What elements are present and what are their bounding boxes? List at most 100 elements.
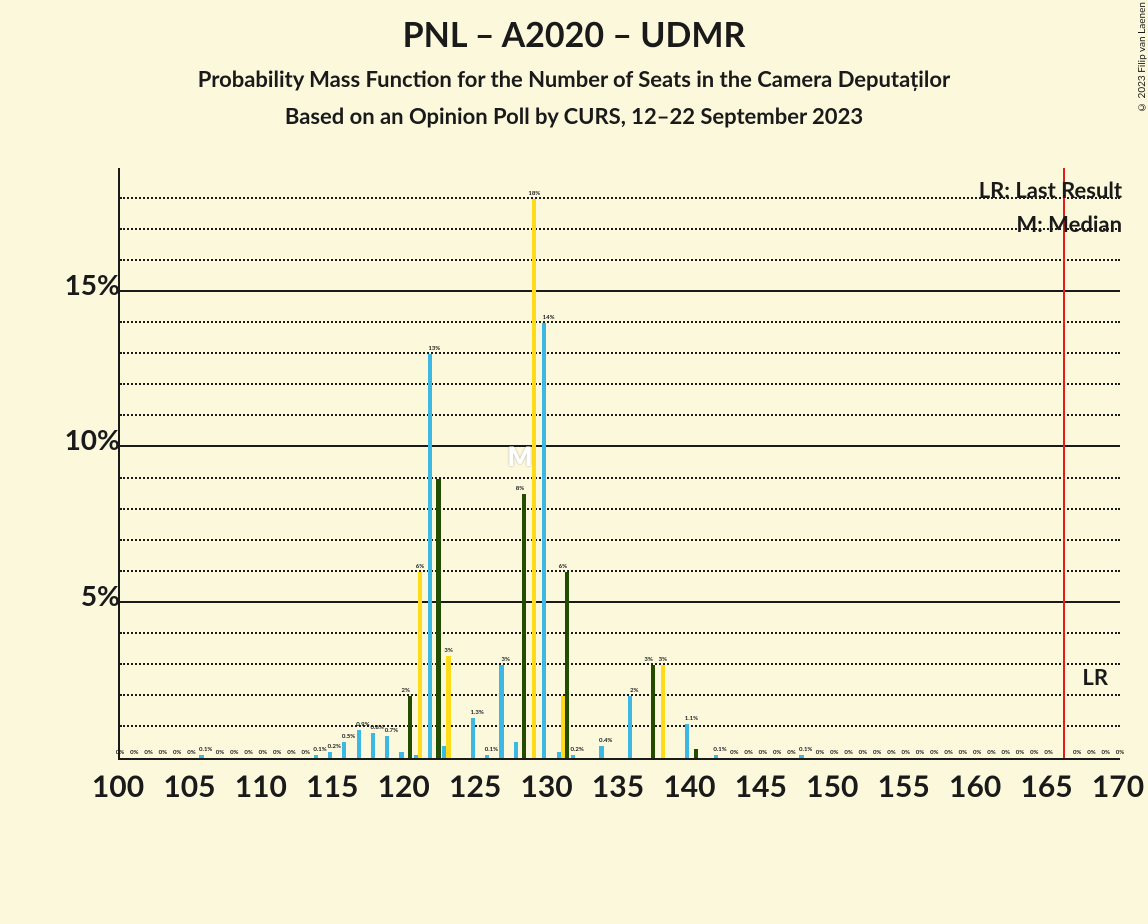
bar-value-label: 0.7% [385, 727, 398, 734]
chart-area: LR0%0%0%0%0%0%0.1%0%0%0%0%0%0%0%0.1%0.2%… [118, 168, 1132, 808]
bar-value-label: 0% [759, 749, 767, 756]
gridline-minor [120, 694, 1120, 696]
x-axis-label: 115 [306, 768, 358, 804]
bar-series-A [385, 736, 389, 758]
bar-series-B [418, 572, 422, 758]
x-axis-label: 140 [663, 768, 715, 804]
bar-value-label: 6% [559, 563, 567, 570]
x-axis-label: 130 [520, 768, 572, 804]
bar-value-label: 0% [944, 749, 952, 756]
x-axis-label: 110 [235, 768, 287, 804]
lr-line [1063, 168, 1065, 758]
bar-value-label: 3% [644, 656, 652, 663]
gridline-minor [120, 663, 1120, 665]
bar-value-label: 0% [130, 749, 138, 756]
bar-value-label: 1.3% [470, 709, 483, 716]
bar-value-label: 0.4% [599, 737, 612, 744]
gridline-minor [120, 570, 1120, 572]
bar-value-label: 2% [630, 687, 638, 694]
bar-value-label: 0.5% [342, 733, 355, 740]
bar-series-A [314, 755, 318, 758]
bar-value-label: 14% [543, 314, 555, 321]
bar-value-label: 3% [444, 647, 452, 654]
gridline-minor [120, 321, 1120, 323]
bar-value-label: 0% [1116, 749, 1124, 756]
chart-subtitle2: Based on an Opinion Poll by CURS, 12–22 … [0, 102, 1148, 129]
bar-series-A [199, 755, 203, 758]
bar-series-B [661, 665, 665, 758]
bar-value-label: 0% [1030, 749, 1038, 756]
bar-value-label: 0% [187, 749, 195, 756]
bar-value-label: 0% [1002, 749, 1010, 756]
y-axis-label: 5% [81, 578, 120, 628]
y-axis-label: 15% [65, 267, 120, 317]
bar-series-C [694, 749, 698, 758]
bar-value-label: 2% [402, 687, 410, 694]
bar-series-C [522, 494, 526, 758]
x-axis-label: 135 [592, 768, 644, 804]
bar-value-label: 0% [773, 749, 781, 756]
bar-value-label: 0% [1087, 749, 1095, 756]
bar-series-A [499, 665, 503, 758]
bar-value-label: 0% [230, 749, 238, 756]
bar-value-label: 0% [144, 749, 152, 756]
x-axis-label: 155 [878, 768, 930, 804]
bar-series-A [485, 755, 489, 758]
bar-series-A [357, 730, 361, 758]
gridline-minor [120, 259, 1120, 261]
bar-value-label: 18% [528, 190, 540, 197]
gridline-minor [120, 508, 1120, 510]
gridline-major [120, 601, 1120, 603]
bar-series-A [571, 755, 575, 758]
gridline-minor [120, 725, 1120, 727]
bar-series-C [408, 696, 412, 758]
bar-series-A [328, 752, 332, 758]
bar-value-label: 0% [159, 749, 167, 756]
bar-series-A [599, 746, 603, 758]
bar-series-A [714, 755, 718, 758]
bar-value-label: 3% [659, 656, 667, 663]
x-axis-label: 170 [1092, 768, 1144, 804]
x-axis-label: 105 [163, 768, 215, 804]
bar-value-label: 0% [887, 749, 895, 756]
lr-text: LR [1082, 663, 1108, 690]
gridline-major [120, 445, 1120, 447]
bar-value-label: 0.9% [356, 721, 369, 728]
bar-series-B [532, 199, 536, 758]
bar-value-label: 0.1% [199, 746, 212, 753]
bar-value-label: 0.1% [313, 746, 326, 753]
bar-value-label: 0% [1102, 749, 1110, 756]
gridline-minor [120, 477, 1120, 479]
bar-value-label: 0% [859, 749, 867, 756]
bar-value-label: 0% [259, 749, 267, 756]
bar-value-label: 8% [516, 485, 524, 492]
bar-value-label: 0% [173, 749, 181, 756]
bar-value-label: 0% [902, 749, 910, 756]
bar-series-A [628, 696, 632, 758]
bar-value-label: 0% [987, 749, 995, 756]
bar-value-label: 0% [216, 749, 224, 756]
bar-value-label: 0% [973, 749, 981, 756]
bar-series-B [446, 656, 450, 758]
bar-series-A [514, 742, 518, 758]
bar-value-label: 0% [787, 749, 795, 756]
gridline-minor [120, 414, 1120, 416]
copyright-text: © 2023 Filip van Laenen [1136, 2, 1148, 113]
bar-value-label: 1.1% [685, 715, 698, 722]
bar-series-A [371, 733, 375, 758]
legend-m: M: Median [1016, 210, 1122, 237]
bar-value-label: 0% [273, 749, 281, 756]
bar-value-label: 3% [502, 656, 510, 663]
bar-series-C [565, 572, 569, 758]
bar-value-label: 0% [244, 749, 252, 756]
bar-series-A [542, 323, 546, 758]
x-axis-label: 150 [806, 768, 858, 804]
chart-title: PNL – A2020 – UDMR [0, 14, 1148, 55]
bar-series-C [651, 665, 655, 758]
bar-value-label: 0.8% [370, 724, 383, 731]
x-axis-label: 160 [949, 768, 1001, 804]
bar-series-C [436, 479, 440, 758]
gridline-major [120, 290, 1120, 292]
legend-lr: LR: Last Result [979, 176, 1122, 203]
gridline-minor [120, 632, 1120, 634]
